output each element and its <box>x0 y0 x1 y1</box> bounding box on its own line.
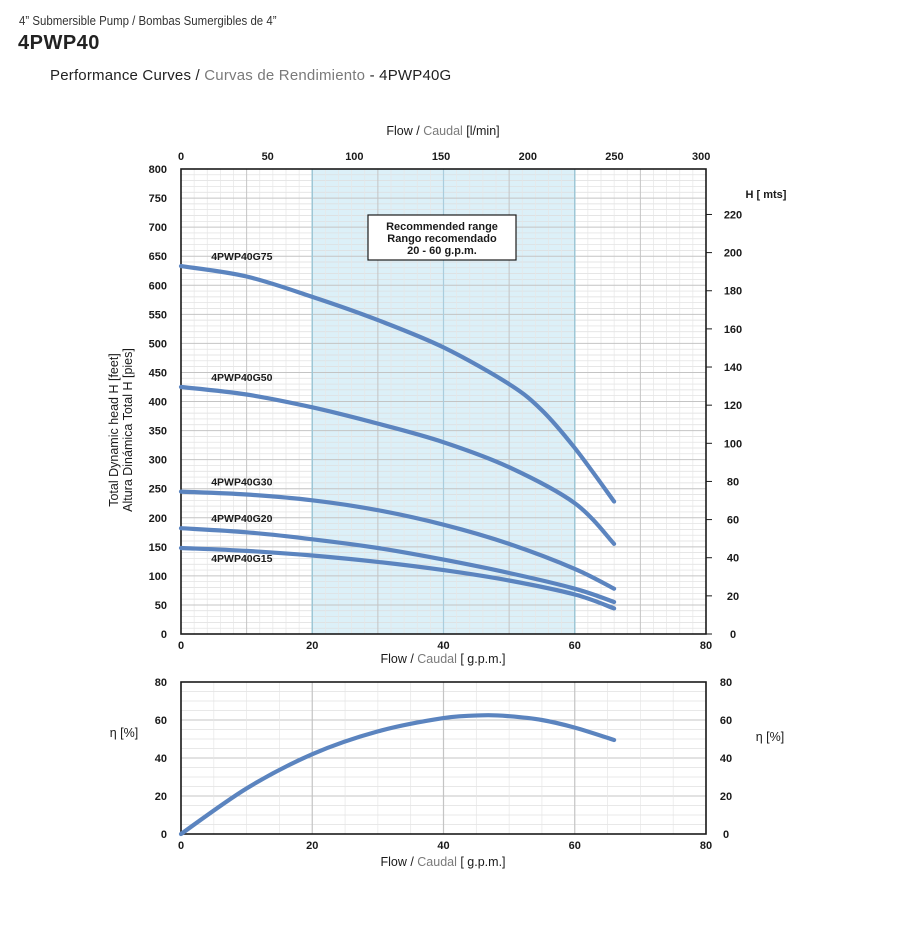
x-top-axis-label-part: Caudal <box>423 124 463 138</box>
eff-x-axis-label-part: [ g.p.m.] <box>457 855 506 869</box>
y-axis-label-en: Total Dynamic head H [feet] <box>107 353 121 507</box>
head-curve-4PWP40G30 <box>178 489 617 591</box>
head-curve-4PWP40G20 <box>178 526 617 605</box>
recommended-range-box <box>367 214 517 261</box>
y-tick-label-feet: 650 <box>149 251 167 263</box>
x-tick-label-gpm: 20 <box>306 640 318 652</box>
y-tick-label-feet: 250 <box>149 484 167 496</box>
head-curve-4PWP40G75 <box>178 264 617 504</box>
eff-y-tick-label-left: 40 <box>155 753 167 765</box>
eff-y-tick-label-right: 0 <box>723 829 729 841</box>
y-tick-label-feet: 100 <box>149 571 167 583</box>
y-right-tick-label-meters: 120 <box>724 400 742 412</box>
eff-x-tick-label: 60 <box>569 840 581 852</box>
eff-y-tick-label-right: 60 <box>720 715 732 727</box>
curve-label-4PWP40G20: 4PWP40G20 <box>211 513 272 525</box>
y-right-axis-label: H [ mts] <box>746 189 787 201</box>
y-tick-label-feet: 700 <box>149 222 167 234</box>
head-curve-4PWP40G50 <box>178 384 617 546</box>
eff-y-tick-label-right: 20 <box>720 791 732 803</box>
y-right-tick-label-meters: 60 <box>727 515 739 527</box>
x-tick-label-gpm: 0 <box>178 640 184 652</box>
header-subtitle: 4” Submersible Pump / Bombas Sumergibles… <box>19 13 277 28</box>
y-right-tick-label-meters: 20 <box>727 591 739 603</box>
y-tick-label-feet: 500 <box>149 338 167 350</box>
efficiency-curve <box>178 713 617 837</box>
y-tick-label-feet: 50 <box>155 600 167 612</box>
y-tick-label-feet: 350 <box>149 426 167 438</box>
recommended-range-title: Recommended range <box>386 221 498 233</box>
y-right-tick-label-meters: 100 <box>724 438 742 450</box>
eff-x-tick-label: 80 <box>700 840 712 852</box>
eff-y-tick-label-right: 80 <box>720 677 732 689</box>
perf-heading-model: - 4PWP40G <box>365 67 452 84</box>
x-top-tick-label-lmin: 150 <box>432 151 450 163</box>
y-tick-label-feet: 550 <box>149 309 167 321</box>
x-axis-label-part: Flow / <box>380 652 417 666</box>
y-right-tick-label-meters: 180 <box>724 286 742 298</box>
eff-y-tick-label-left: 60 <box>155 715 167 727</box>
eff-x-axis-label-part: Caudal <box>417 855 457 869</box>
page-title: 4PWP40 <box>18 32 100 54</box>
y-right-tick-label-meters: 80 <box>727 476 739 488</box>
x-top-tick-label-lmin: 250 <box>605 151 623 163</box>
x-top-tick-label-lmin: 300 <box>692 151 710 163</box>
eff-y-tick-label-left: 20 <box>155 791 167 803</box>
y-right-tick-label-meters: 220 <box>724 209 742 221</box>
x-tick-label-gpm: 40 <box>437 640 449 652</box>
y-right-tick-label-meters: 40 <box>727 553 739 565</box>
eff-y-tick-label-right: 40 <box>720 753 732 765</box>
x-top-axis-label: Flow / Caudal [l/min] <box>386 124 499 138</box>
y-tick-label-feet: 300 <box>149 455 167 467</box>
curve-label-4PWP40G50: 4PWP40G50 <box>211 372 272 384</box>
x-axis-label: Flow / Caudal [ g.p.m.] <box>380 652 505 666</box>
y-tick-label-feet: 0 <box>161 629 167 641</box>
y-tick-label-feet: 200 <box>149 513 167 525</box>
y-right-tick-label-meters: 140 <box>724 362 742 374</box>
x-axis-label-part: Caudal <box>417 652 457 666</box>
recommended-range-subtitle: Rango recomendado <box>387 233 497 245</box>
x-tick-label-gpm: 60 <box>569 640 581 652</box>
head-plot-frame <box>180 168 707 635</box>
x-top-tick-label-lmin: 200 <box>519 151 537 163</box>
y-tick-label-feet: 800 <box>149 164 167 176</box>
eff-x-axis-label-part: Flow / <box>380 855 417 869</box>
x-top-axis-label-part: Flow / <box>386 124 423 138</box>
curve-label-4PWP40G15: 4PWP40G15 <box>211 553 272 565</box>
y-right-tick-label-meters: 0 <box>730 629 736 641</box>
perf-heading-en: Performance Curves / <box>50 67 205 84</box>
x-axis-label-part: [ g.p.m.] <box>457 652 506 666</box>
eff-y-tick-label-left: 0 <box>161 829 167 841</box>
x-top-tick-label-lmin: 0 <box>178 151 184 163</box>
y-axis-label-es: Altura Dinámica Total H [pies] <box>121 348 135 512</box>
eff-x-tick-label: 40 <box>437 840 449 852</box>
x-top-axis-label-part: [l/min] <box>463 124 500 138</box>
y-right-tick-label-meters: 200 <box>724 248 742 260</box>
y-tick-label-feet: 150 <box>149 542 167 554</box>
y-right-tick-label-meters: 160 <box>724 324 742 336</box>
y-tick-label-feet: 600 <box>149 280 167 292</box>
x-tick-label-gpm: 80 <box>700 640 712 652</box>
performance-curves-heading: Performance Curves / Curvas de Rendimien… <box>50 67 451 84</box>
eff-y-axis-label-right: η [%] <box>756 730 785 744</box>
eff-x-tick-label: 0 <box>178 840 184 852</box>
curve-label-4PWP40G75: 4PWP40G75 <box>211 251 272 263</box>
y-tick-label-feet: 400 <box>149 397 167 409</box>
efficiency-plot-frame <box>180 681 707 835</box>
x-top-tick-label-lmin: 50 <box>262 151 274 163</box>
curve-label-4PWP40G30: 4PWP40G30 <box>211 477 272 489</box>
eff-x-axis-label: Flow / Caudal [ g.p.m.] <box>380 855 505 869</box>
head-curve-4PWP40G15 <box>178 545 617 611</box>
recommended-range-values: 20 - 60 g.p.m. <box>407 245 477 257</box>
eff-y-axis-label-left: η [%] <box>110 726 139 740</box>
x-top-tick-label-lmin: 100 <box>345 151 363 163</box>
y-tick-label-feet: 450 <box>149 367 167 379</box>
perf-heading-es: Curvas de Rendimiento <box>204 67 366 84</box>
eff-x-tick-label: 20 <box>306 840 318 852</box>
y-tick-label-feet: 750 <box>149 193 167 205</box>
eff-y-tick-label-left: 80 <box>155 677 167 689</box>
